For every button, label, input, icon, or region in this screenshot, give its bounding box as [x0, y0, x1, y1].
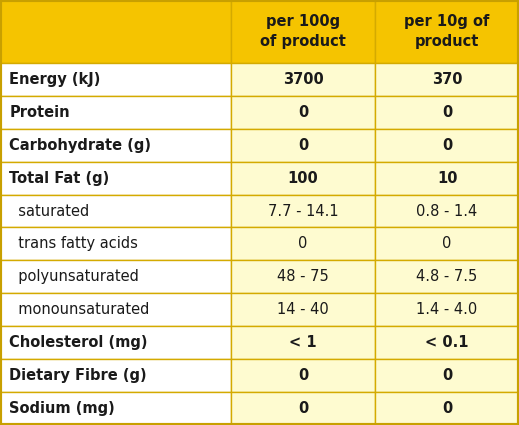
Text: 0: 0 — [298, 236, 308, 252]
Bar — [375, 261, 519, 293]
Text: 0: 0 — [298, 105, 308, 120]
Text: 4.8 - 7.5: 4.8 - 7.5 — [416, 269, 478, 284]
Text: 0: 0 — [442, 368, 452, 383]
Bar — [0, 195, 231, 227]
Bar — [231, 261, 375, 293]
Bar — [375, 96, 519, 129]
Bar — [231, 293, 375, 326]
Bar — [231, 359, 375, 392]
Text: 0.8 - 1.4: 0.8 - 1.4 — [416, 204, 478, 218]
Text: 370: 370 — [432, 72, 462, 87]
Text: per 10g of
product: per 10g of product — [404, 14, 490, 49]
Text: trans fatty acids: trans fatty acids — [9, 236, 138, 252]
Bar — [0, 326, 231, 359]
Bar — [0, 129, 231, 162]
Bar — [0, 162, 231, 195]
Bar — [0, 293, 231, 326]
Text: Cholesterol (mg): Cholesterol (mg) — [9, 335, 148, 350]
Text: saturated: saturated — [9, 204, 90, 218]
Text: 0: 0 — [442, 138, 452, 153]
Bar — [231, 326, 375, 359]
Bar — [375, 227, 519, 261]
Text: 0: 0 — [298, 138, 308, 153]
Text: Energy (kJ): Energy (kJ) — [9, 72, 101, 87]
Bar — [0, 227, 231, 261]
Text: Carbohydrate (g): Carbohydrate (g) — [9, 138, 152, 153]
Bar — [0, 392, 231, 425]
Bar — [375, 63, 519, 96]
Text: 10: 10 — [437, 170, 457, 186]
Text: Sodium (mg): Sodium (mg) — [9, 401, 115, 416]
Text: < 1: < 1 — [289, 335, 317, 350]
Text: Total Fat (g): Total Fat (g) — [9, 170, 110, 186]
Bar — [231, 129, 375, 162]
Bar — [375, 293, 519, 326]
Text: 0: 0 — [442, 105, 452, 120]
Bar — [231, 0, 375, 63]
Text: 14 - 40: 14 - 40 — [277, 302, 329, 317]
Bar — [231, 63, 375, 96]
Text: 7.7 - 14.1: 7.7 - 14.1 — [268, 204, 338, 218]
Bar — [375, 359, 519, 392]
Text: 1.4 - 4.0: 1.4 - 4.0 — [416, 302, 478, 317]
Bar — [231, 96, 375, 129]
Bar — [0, 0, 231, 63]
Bar — [375, 162, 519, 195]
Bar — [375, 129, 519, 162]
Text: 48 - 75: 48 - 75 — [277, 269, 329, 284]
Text: polyunsaturated: polyunsaturated — [9, 269, 139, 284]
Text: 3700: 3700 — [283, 72, 323, 87]
Bar — [231, 392, 375, 425]
Text: per 100g
of product: per 100g of product — [260, 14, 346, 49]
Text: < 0.1: < 0.1 — [426, 335, 469, 350]
Text: 0: 0 — [442, 236, 452, 252]
Bar — [231, 162, 375, 195]
Text: monounsaturated: monounsaturated — [9, 302, 149, 317]
Bar — [0, 261, 231, 293]
Text: 0: 0 — [298, 368, 308, 383]
Bar — [375, 392, 519, 425]
Bar — [0, 63, 231, 96]
Text: Protein: Protein — [9, 105, 70, 120]
Bar — [375, 0, 519, 63]
Text: 0: 0 — [442, 401, 452, 416]
Text: 0: 0 — [298, 401, 308, 416]
Bar — [375, 326, 519, 359]
Bar — [231, 227, 375, 261]
Bar — [0, 359, 231, 392]
Bar — [231, 195, 375, 227]
Text: 100: 100 — [288, 170, 319, 186]
Bar — [0, 96, 231, 129]
Bar — [375, 195, 519, 227]
Text: Dietary Fibre (g): Dietary Fibre (g) — [9, 368, 147, 383]
